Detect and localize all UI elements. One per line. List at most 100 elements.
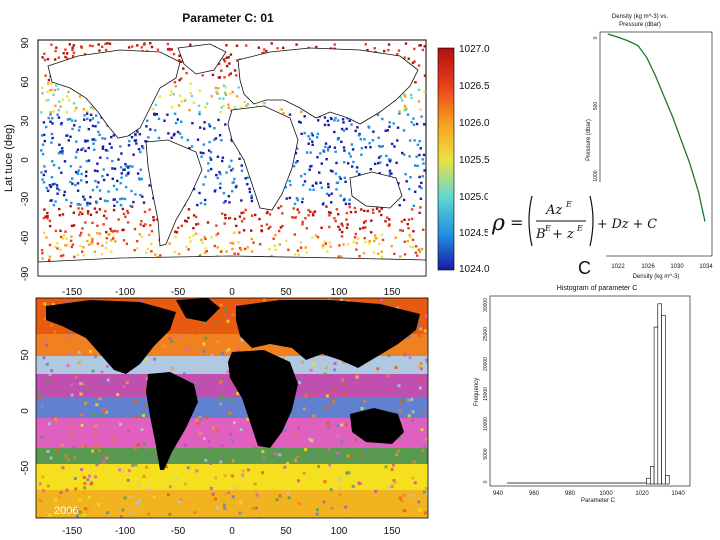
map1-observation-dot [202,183,205,186]
map1-observation-dot [363,236,366,240]
map1-observation-dot [339,255,342,258]
map1-observation-dot [53,182,57,185]
map1-observation-dot [257,46,260,49]
map1-observation-dot [148,184,151,187]
map1-observation-dot [418,153,421,157]
map2-speckle [104,454,108,458]
map1-observation-dot [150,250,153,253]
map1-observation-dot [222,97,225,100]
map1-observation-dot [65,198,68,202]
map2-speckle [304,394,308,398]
map1-observation-dot [142,224,145,228]
map1-observation-dot [420,186,423,190]
map1-observation-dot [294,152,298,155]
map1-observation-dot [250,229,253,232]
map1-observation-dot [192,214,196,217]
map1-observation-dot [84,149,87,153]
map1-observation-dot [317,119,320,122]
equation-right-paren [589,195,594,247]
map2-speckle [170,339,174,343]
map2-speckle [253,446,257,450]
map1-observation-dot [371,139,375,142]
map2-speckle [139,299,143,303]
map1-observation-dot [112,184,116,188]
map1-observation-dot [49,120,52,123]
map1-observation-dot [250,250,254,253]
map2-speckle [211,426,215,430]
map2-speckle [137,483,141,487]
histogram-ytick: 10000 [483,417,489,431]
map2-speckle [119,422,123,426]
map1-observation-dot [204,198,207,202]
map2-speckle [275,498,279,502]
map2-speckle [183,443,187,447]
map2-speckle [209,486,213,490]
map1-observation-dot [207,169,210,172]
map1-observation-dot [250,214,254,217]
map2-speckle [229,432,233,436]
map1-observation-dot [235,95,239,98]
histogram-xtick: 960 [529,491,540,497]
map1-observation-dot [288,179,291,183]
map2-xtick: -50 [171,526,186,537]
map1-observation-dot [420,115,423,118]
map1-observation-dot [105,241,108,244]
map1-observation-dot [73,109,77,112]
map2-speckle [219,397,223,401]
map1-observation-dot [375,237,378,240]
map1-observation-dot [381,145,384,148]
map2-speckle [178,334,182,338]
profile-xlabel: Density (kg m^-3) [633,274,680,280]
map1-observation-dot [250,194,253,197]
map2-speckle [330,397,334,401]
map1-observation-dot [301,197,305,200]
colorbar: 1027.0 1026.5 1026.0 1025.5 1025.0 1024.… [437,44,490,275]
map1-observation-dot [209,156,212,159]
map1-observation-dot [338,228,341,231]
map2-speckle [36,350,40,354]
map1-observation-dot [85,112,89,115]
histogram-ytick: 0 [483,480,489,483]
map1-observation-dot [130,205,134,208]
map1-observation-dot [119,145,122,148]
map1-observation-dot [69,165,73,168]
map1-observation-dot [278,229,281,233]
map1-observation-dot [184,219,187,222]
map1-observation-dot [265,223,269,226]
map2-speckle [61,466,65,470]
map2-speckle [152,495,156,499]
map1-observation-dot [150,230,154,233]
map2-speckle [227,347,231,351]
map1-observation-dot [258,243,262,246]
map2-speckle [38,482,42,486]
map1-observation-dot [398,112,401,115]
map1-observation-dot [336,119,340,122]
map2-speckle [81,382,85,386]
map2-speckle [411,410,415,414]
map1-observation-dot [40,111,43,114]
map1-observation-dot [107,190,110,193]
map2-speckle [384,465,388,469]
map1-observation-dot [326,250,329,253]
map1-observation-dot [168,48,171,52]
map2-speckle [423,490,426,494]
map1-observation-dot [50,141,53,144]
map2-speckle [219,380,223,384]
map1-observation-dot [423,45,426,48]
map2-speckle [300,360,304,364]
map1-observation-dot [131,45,134,48]
map1-observation-dot [324,145,327,149]
equation-tail: + Dz + C [597,217,657,232]
map2-speckle [346,299,350,303]
map1-observation-dot [416,164,419,168]
map1-observation-dot [238,247,242,250]
map1-observation-dot [42,231,46,234]
map1-observation-dot [157,136,161,140]
map1-observation-dot [94,125,97,128]
map2-speckle [142,442,146,446]
map1-observation-dot [268,248,271,251]
map2-speckle [345,471,349,475]
map1-observation-dot [210,95,213,98]
map1-observation-dot [237,241,240,244]
map1-observation-dot [45,186,48,190]
